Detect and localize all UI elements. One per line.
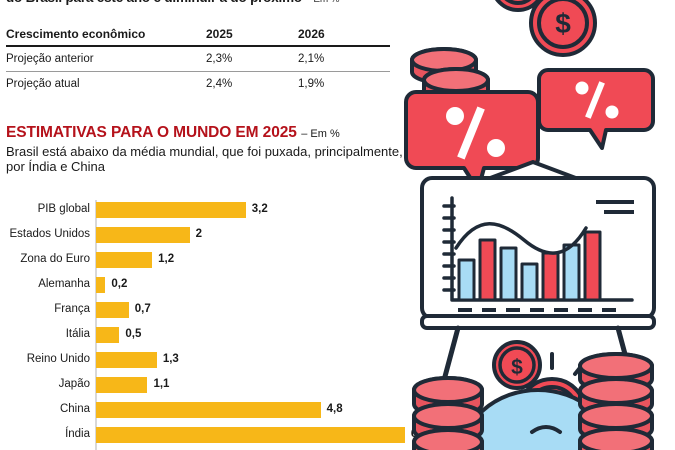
illustration: $	[400, 0, 675, 450]
bar-value: 0,5	[125, 328, 142, 340]
bar-row: Japão 1,1	[0, 375, 420, 400]
row-label: Projeção anterior	[6, 46, 206, 72]
chart-axis-line	[95, 200, 97, 450]
table-body: Projeção anterior 2,3% 2,1% Projeção atu…	[6, 46, 390, 96]
bar-label: PIB global	[37, 203, 90, 215]
table-header-2025: 2025	[206, 22, 298, 47]
svg-text:$: $	[511, 356, 523, 379]
section-subhead: Brasil está abaixo da média mundial, que…	[6, 144, 403, 174]
coin-icon-top-partial	[495, 0, 541, 12]
projection-table-wrapper: Crescimento econômico 2025 2026 Projeção…	[6, 22, 390, 96]
row-label: Projeção atual	[6, 78, 80, 90]
bar-label: Reino Unido	[26, 353, 90, 365]
coin-stack-bottom-left	[412, 376, 484, 450]
coin-icon-top-right: $	[529, 0, 597, 57]
coin-icon-mid: $	[492, 340, 542, 390]
row-value-2026: 2,1%	[298, 46, 390, 72]
percent-bubble-left	[404, 90, 540, 192]
bar-fill	[96, 327, 120, 343]
bar-track: 1,1	[96, 377, 420, 393]
bar-chart: PIB global 3,2 Estados Unidos 2 Zona do Euro…	[0, 200, 427, 450]
table-header-2026: 2026	[298, 22, 390, 47]
bar-value: 1,1	[153, 378, 170, 390]
bar-fill	[96, 427, 405, 443]
percent-bubble-right	[537, 68, 655, 150]
presentation-board	[420, 160, 656, 413]
bar-track: 1,2	[96, 252, 420, 268]
kicker-text: do Brasil para este ano e diminuir a do …	[6, 0, 302, 5]
table-head: Crescimento econômico 2025 2026	[6, 22, 390, 47]
bar-row: Índia 6,6	[0, 425, 427, 450]
row-value-2026: 1,9%	[298, 78, 325, 90]
kicker-unit: – Em %	[305, 0, 339, 5]
coin-stack-bottom-right	[578, 352, 654, 450]
bar-value: 1,3	[162, 353, 179, 365]
projection-table: Crescimento econômico 2025 2026 Projeção…	[6, 22, 390, 96]
bar-value: 0,7	[134, 303, 151, 315]
bar-value: 3,2	[251, 203, 268, 215]
bar-value: 0,2	[111, 278, 128, 290]
bar-value: 2	[195, 228, 202, 240]
bar-value: 1,2	[158, 253, 175, 265]
bar-track: 1,3	[96, 352, 420, 368]
bar-fill	[96, 302, 129, 318]
bar-label: Estados Unidos	[9, 228, 90, 240]
bar-label: Itália	[65, 328, 90, 340]
row-value-2025: 2,4%	[206, 78, 233, 90]
bar-track: 2	[96, 227, 420, 243]
bar-row: Alemanha 0,2	[0, 275, 420, 300]
bar-track: 6,6	[96, 427, 427, 443]
bar-row: Itália 0,5	[0, 325, 420, 350]
bar-row: França 0,7	[0, 300, 420, 325]
bar-label: Zona do Euro	[20, 253, 90, 265]
svg-text:$: $	[555, 8, 571, 39]
section-headline: ESTIMATIVAS PARA O MUNDO EM 2025 – Em %	[6, 124, 416, 142]
bar-track: 3,2	[96, 202, 420, 218]
table-header-row: Crescimento econômico 2025 2026	[6, 22, 390, 47]
table-row: Projeção anterior 2,3% 2,1%	[6, 46, 390, 72]
bar-fill	[96, 277, 106, 293]
table-row: Projeção atual 2,4% 1,9%	[6, 72, 390, 97]
bar-label: Índia	[65, 428, 90, 440]
bar-track: 0,5	[96, 327, 420, 343]
table-header-title: Crescimento econômico	[6, 22, 206, 47]
bar-fill	[96, 402, 321, 418]
headline-unit: – Em %	[301, 128, 340, 140]
bar-fill	[96, 202, 246, 218]
bar-value: 4,8	[326, 403, 343, 415]
bar-row: Reino Unido 1,3	[0, 350, 420, 375]
bar-fill	[96, 352, 157, 368]
headline-main: ESTIMATIVAS PARA O MUNDO EM 2025	[6, 124, 297, 141]
bar-row: Zona do Euro 1,2	[0, 250, 420, 275]
bar-fill	[96, 377, 148, 393]
kicker-line: do Brasil para este ano e diminuir a do …	[6, 0, 406, 5]
bar-row: PIB global 3,2	[0, 200, 420, 225]
bar-fill	[96, 252, 153, 268]
bar-row: Estados Unidos 2	[0, 225, 420, 250]
row-value-2025: 2,3%	[206, 46, 298, 72]
content-column: do Brasil para este ano e diminuir a do …	[0, 0, 427, 450]
bar-label: China	[59, 403, 90, 415]
bar-row: China 4,8	[0, 400, 420, 425]
bar-track: 0,7	[96, 302, 420, 318]
bar-label: França	[54, 303, 90, 315]
bar-label: Alemanha	[38, 278, 90, 290]
bar-track: 0,2	[96, 277, 420, 293]
bar-fill	[96, 227, 190, 243]
bar-label: Japão	[58, 378, 90, 390]
bar-track: 4,8	[96, 402, 420, 418]
